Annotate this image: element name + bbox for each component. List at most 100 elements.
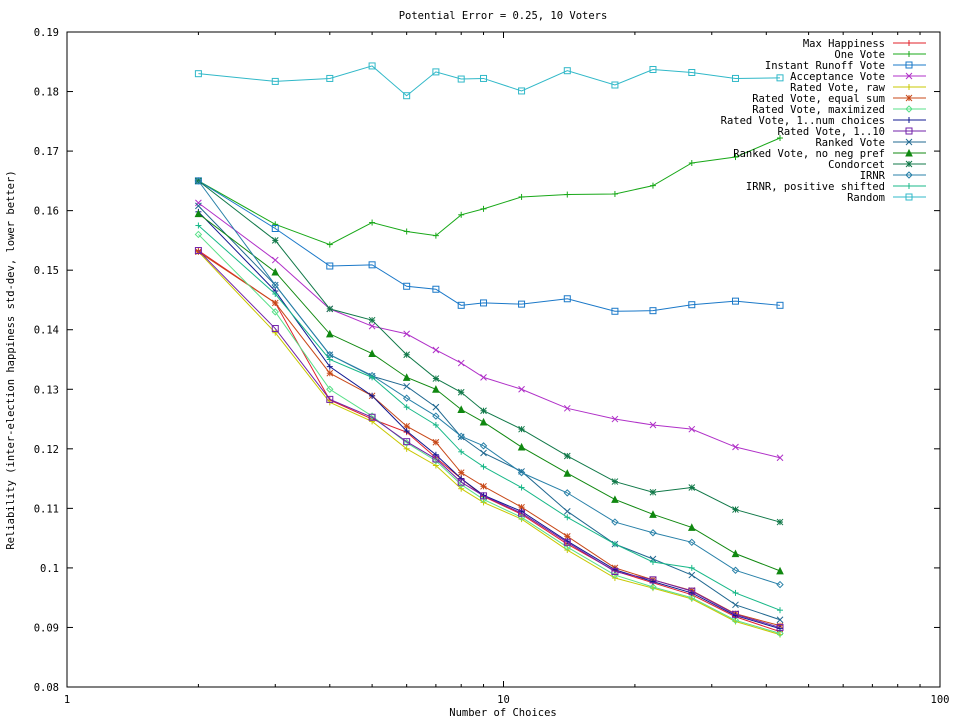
series-line <box>198 180 781 312</box>
data-point <box>369 392 376 399</box>
y-tick-label: 0.13 <box>34 384 59 396</box>
data-point <box>732 589 739 596</box>
data-point <box>688 425 696 433</box>
series-irnr-positive-shifted <box>195 222 784 614</box>
data-point <box>649 488 657 496</box>
data-point <box>432 457 440 465</box>
data-point <box>564 191 571 198</box>
series-line <box>198 180 781 523</box>
legend-label: IRNR, positive shifted <box>746 181 885 193</box>
legend-marker <box>905 127 913 135</box>
data-point <box>732 154 739 161</box>
data-point <box>518 484 525 491</box>
data-point <box>432 403 440 411</box>
data-point <box>432 375 440 382</box>
series-acceptance-vote <box>195 199 784 462</box>
data-point <box>403 404 410 411</box>
legend-marker <box>905 171 913 179</box>
legend-label: Random <box>847 192 885 204</box>
data-point <box>480 74 488 82</box>
data-point <box>271 299 279 307</box>
data-point <box>518 87 526 95</box>
data-point <box>271 77 279 85</box>
legend-marker <box>906 117 912 123</box>
y-tick-label: 0.11 <box>34 503 59 515</box>
data-point <box>688 484 696 491</box>
data-point <box>457 359 465 367</box>
data-point <box>480 449 487 457</box>
data-point <box>518 193 525 200</box>
data-point <box>403 382 411 390</box>
y-tick-label: 0.09 <box>34 622 59 634</box>
data-point <box>402 373 411 381</box>
data-point <box>611 518 619 526</box>
legend-item: Rated Vote, equal sum <box>752 93 926 105</box>
legend-label: Acceptance Vote <box>790 71 885 83</box>
data-point <box>480 299 488 307</box>
chart-title: Potential Error = 0.25, 10 Voters <box>399 10 608 22</box>
legend-marker <box>905 148 913 157</box>
y-tick-label: 0.15 <box>34 265 59 277</box>
data-point <box>776 629 784 638</box>
data-point <box>432 451 439 458</box>
series-line <box>198 137 781 246</box>
legend-label: Ranked Vote <box>815 137 885 149</box>
data-point <box>272 291 279 297</box>
data-point <box>272 329 279 336</box>
y-axis-label: Reliability (inter-election happiness st… <box>5 170 17 549</box>
y-tick-label: 0.18 <box>34 87 59 99</box>
legend-label: Condorcet <box>828 159 885 171</box>
data-point <box>732 506 739 513</box>
data-point <box>368 316 376 324</box>
data-point <box>687 523 696 531</box>
data-point <box>403 228 410 235</box>
legend-label: One Vote <box>834 49 885 61</box>
series-irnr <box>194 177 784 589</box>
data-point <box>457 388 465 396</box>
x-axis-label: Number of Choices <box>449 707 556 719</box>
data-point <box>271 256 279 264</box>
data-point <box>649 66 657 74</box>
data-point <box>194 209 203 218</box>
data-point <box>402 394 411 402</box>
data-point <box>402 439 411 447</box>
data-point <box>432 232 439 239</box>
data-point <box>563 538 571 546</box>
data-point <box>432 412 440 420</box>
data-point <box>271 225 279 232</box>
data-point <box>272 221 279 228</box>
data-point <box>731 549 740 558</box>
data-point <box>403 282 411 290</box>
data-point <box>480 482 487 490</box>
data-point <box>563 543 571 551</box>
data-point <box>649 421 657 429</box>
legend-item: IRNR, positive shifted <box>746 181 926 193</box>
series-condorcet <box>195 177 784 526</box>
series-rated-vote-1-10 <box>194 247 784 631</box>
legend-marker <box>905 160 913 168</box>
series-line <box>198 251 781 636</box>
data-point <box>688 571 696 579</box>
data-point <box>776 301 784 309</box>
legend-marker <box>906 183 912 189</box>
data-point <box>326 262 334 270</box>
data-point <box>611 541 618 548</box>
data-point <box>731 566 740 574</box>
series-rated-vote-maximized <box>194 230 784 638</box>
y-tick-label: 0.17 <box>34 146 59 158</box>
data-point <box>731 297 739 305</box>
y-tick-label: 0.1 <box>40 563 59 575</box>
data-point <box>326 241 333 248</box>
y-tick-label: 0.16 <box>34 206 59 218</box>
legend-item: Rated Vote, 1..num choices <box>721 115 926 127</box>
data-point <box>563 404 571 412</box>
data-point <box>563 67 571 75</box>
data-point <box>611 81 619 89</box>
data-point <box>194 247 202 255</box>
legend-item: Condorcet <box>828 159 926 171</box>
legend-marker <box>905 94 913 102</box>
data-point <box>326 369 334 377</box>
data-point <box>776 518 784 526</box>
data-point <box>611 190 618 197</box>
